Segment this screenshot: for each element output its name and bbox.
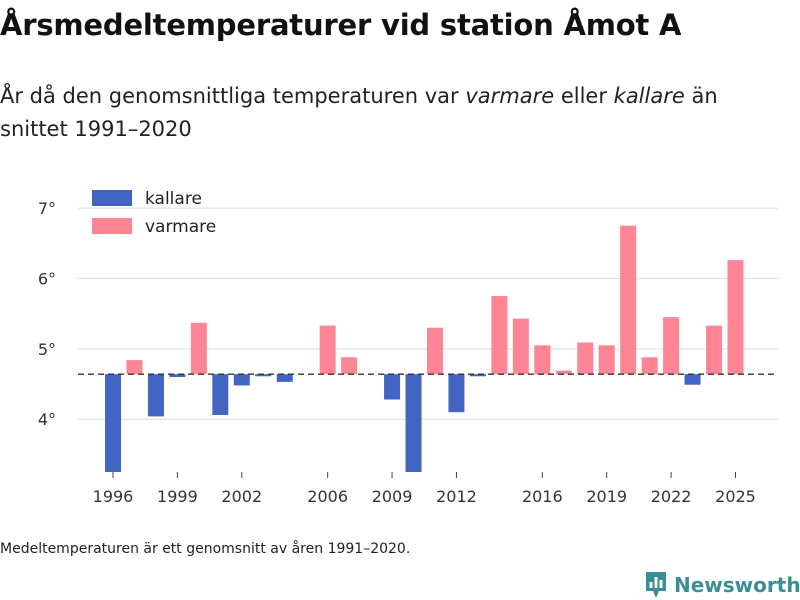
bar-colder — [469, 374, 486, 377]
legend-swatch-warmer — [92, 218, 132, 234]
y-tick-label: 4° — [38, 410, 56, 429]
x-tick-label: 2012 — [436, 487, 477, 506]
bar-warmer — [641, 357, 658, 375]
bar-warmer — [620, 225, 637, 375]
y-axis-labels: 4° 5° 6° 7° — [38, 199, 56, 429]
legend: kallare varmare — [92, 189, 216, 237]
bar-warmer — [577, 342, 594, 375]
subtitle-colder: kallare — [613, 84, 685, 108]
x-tick-label: 2022 — [651, 487, 692, 506]
bar-colder — [233, 374, 250, 386]
bar-colder — [255, 374, 272, 377]
bar-colder — [448, 374, 465, 413]
x-tick-label: 2006 — [307, 487, 348, 506]
y-tick-label: 6° — [38, 269, 56, 288]
bar-warmer — [190, 322, 207, 375]
bar-colder — [276, 374, 293, 382]
bar-warmer — [706, 325, 723, 375]
bar-colder — [684, 374, 701, 385]
legend-swatch-colder — [92, 190, 132, 206]
subtitle-text-1: År då den genomsnittliga temperaturen va… — [0, 84, 466, 108]
bars — [105, 225, 744, 472]
bar-warmer — [555, 370, 572, 375]
newsworthy-logo-icon — [646, 572, 666, 598]
subtitle-text-3: än snittet 1991–2020 — [0, 84, 718, 141]
bar-warmer — [598, 345, 615, 375]
bar-warmer — [319, 325, 336, 375]
bar-colder — [105, 374, 121, 472]
bar-chart: 4° 5° 6° 7° 1996 1999 2002 2006 2009 2012 2016 201… — [38, 189, 778, 506]
x-tick-label: 1999 — [157, 487, 198, 506]
x-tick-label: 2025 — [715, 487, 756, 506]
brand-name: Newsworthy — [674, 573, 800, 597]
bar-warmer — [534, 345, 551, 375]
bar-warmer — [727, 260, 744, 375]
y-tick-label: 7° — [38, 199, 56, 218]
x-tick-label: 2009 — [372, 487, 413, 506]
gridlines — [78, 207, 778, 420]
legend-label-warmer: varmare — [145, 217, 216, 237]
legend-label-colder: kallare — [145, 189, 202, 209]
x-tick-label: 2002 — [221, 487, 262, 506]
bar-colder — [405, 374, 422, 472]
bar-colder — [147, 374, 164, 417]
bar-warmer — [341, 357, 358, 375]
bar-colder — [212, 374, 229, 415]
subtitle-text-2: eller — [554, 84, 614, 108]
bar-warmer — [491, 296, 508, 375]
x-tick-label: 2019 — [586, 487, 627, 506]
x-tick-label: 1996 — [93, 487, 134, 506]
chart-title: Årsmedeltemperaturer vid station Åmot A — [0, 8, 682, 42]
y-tick-label: 5° — [38, 340, 56, 359]
footnote: Medeltemperaturen är ett genomsnitt av å… — [0, 541, 411, 557]
bar-warmer — [126, 360, 143, 375]
bar-warmer — [663, 317, 680, 375]
chart-subtitle: År då den genomsnittliga temperaturen va… — [0, 80, 780, 146]
bar-warmer — [426, 327, 443, 375]
bar-colder — [384, 374, 401, 400]
subtitle-warmer: varmare — [465, 84, 555, 108]
x-axis: 1996 1999 2002 2006 2009 2012 2016 2019 2022 2025 — [93, 472, 756, 506]
bar-warmer — [512, 318, 529, 375]
bar-colder — [169, 374, 186, 377]
brand-logo: Newsworthy — [644, 570, 800, 600]
x-tick-label: 2016 — [522, 487, 563, 506]
